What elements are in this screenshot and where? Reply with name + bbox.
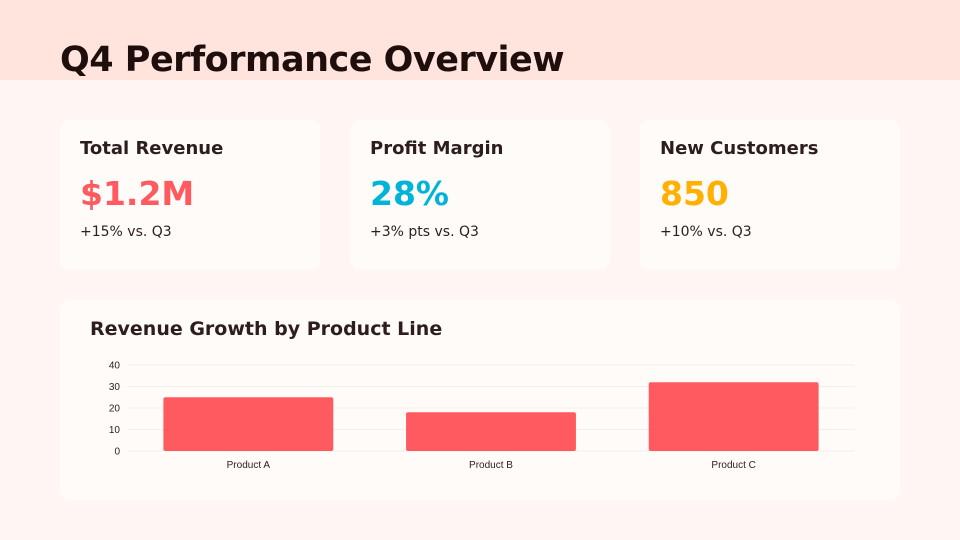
kpi-change: +10% vs. Q3 [660,224,752,240]
chart-title: Revenue Growth by Product Line [90,318,443,340]
kpi-card-profit-margin: Profit Margin 28% +3% pts vs. Q3 [350,120,610,270]
kpi-card-total-revenue: Total Revenue $1.2M +15% vs. Q3 [60,120,320,270]
x-tick-label: Product C [711,460,755,471]
bar-product-b [406,412,576,451]
kpi-value: 850 [660,174,729,213]
y-tick-label: 20 [109,404,121,415]
header-band [0,0,960,80]
bar-product-c [648,382,819,451]
y-tick-label: 30 [109,382,121,393]
x-tick-label: Product B [469,460,513,471]
kpi-label: Profit Margin [370,138,504,159]
kpi-label: New Customers [660,138,819,159]
x-tick-label: Product A [227,460,271,471]
y-tick-label: 0 [114,447,120,458]
y-tick-label: 40 [109,361,121,372]
y-tick-label: 10 [109,425,121,436]
bar-product-a [163,397,334,451]
kpi-label: Total Revenue [80,138,224,159]
kpi-change: +3% pts vs. Q3 [370,224,479,240]
kpi-card-new-customers: New Customers 850 +10% vs. Q3 [640,120,900,270]
page-title: Q4 Performance Overview [60,40,565,80]
kpi-change: +15% vs. Q3 [80,224,172,240]
kpi-value: $1.2M [80,174,195,213]
kpi-value: 28% [370,174,449,213]
